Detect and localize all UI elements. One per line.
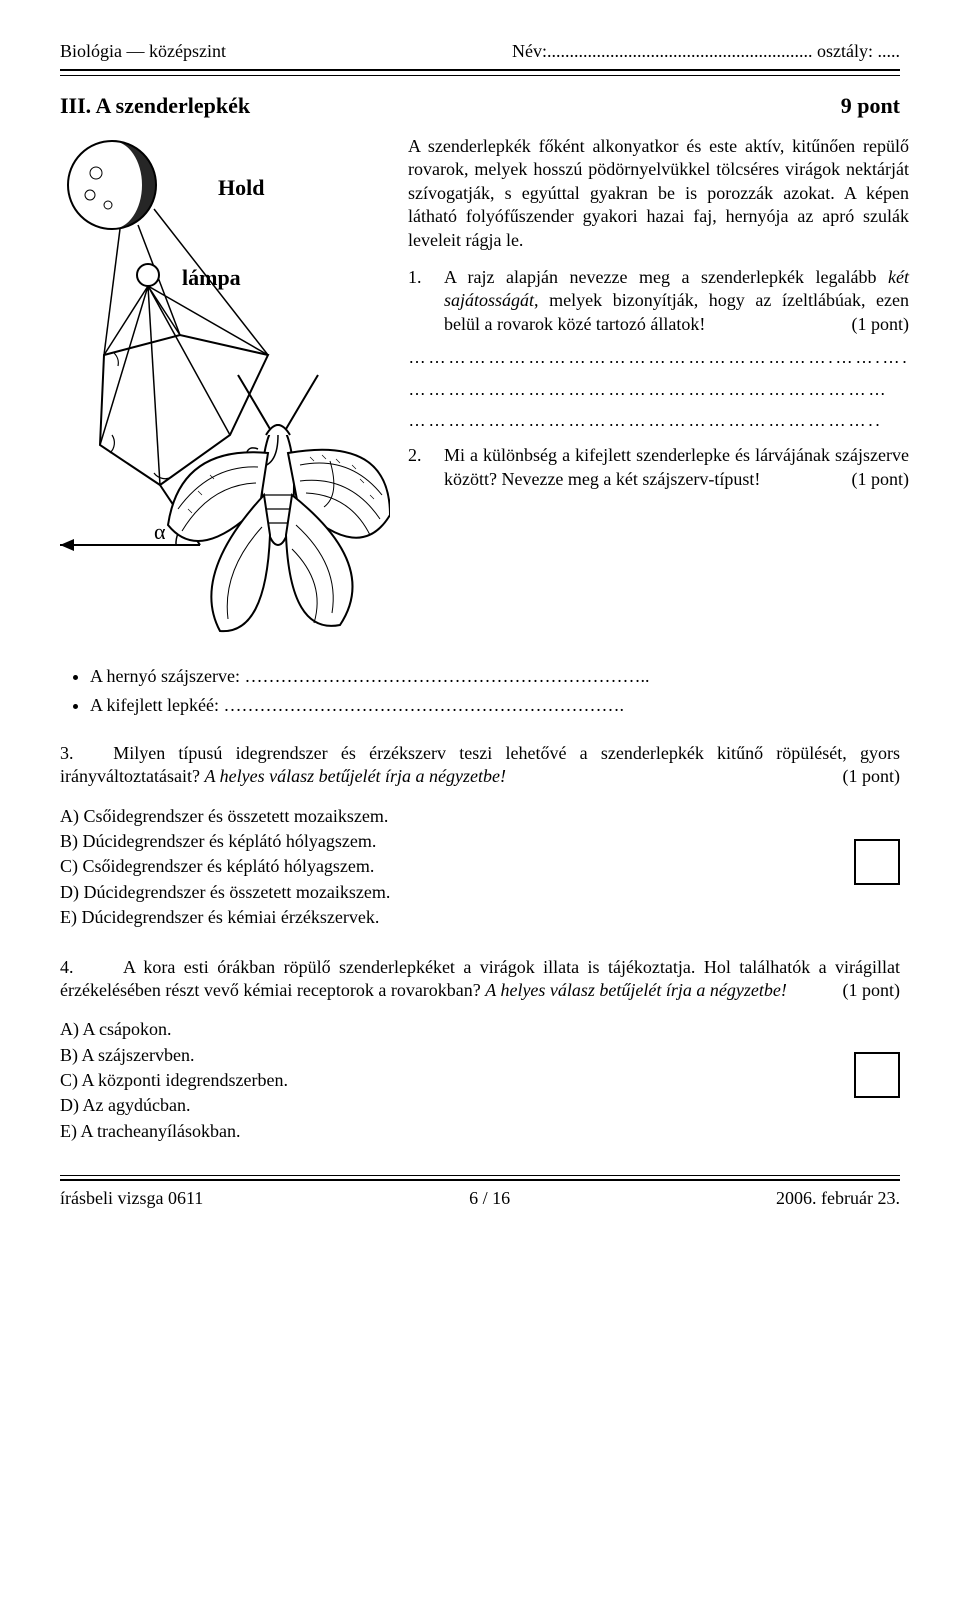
- footer-right: 2006. február 23.: [776, 1187, 900, 1210]
- q2-number: 2.: [408, 444, 444, 491]
- intro-paragraph: A szenderlepkék főként alkonyatkor és es…: [408, 135, 909, 252]
- footer-rule-thick: [60, 1179, 900, 1181]
- q4-opt-c: C) A központi idegrendszerben.: [60, 1069, 824, 1092]
- footer-rule-thin: [60, 1175, 900, 1176]
- q4-number: 4.: [60, 957, 74, 977]
- header-rule-thick: [60, 69, 900, 71]
- moth-diagram: Hold lámpa α: [60, 135, 390, 655]
- q4-opt-e: E) A tracheanyílásokban.: [60, 1120, 824, 1143]
- text-column: A szenderlepkék főként alkonyatkor és es…: [408, 135, 909, 655]
- q4-opt-d: D) Az agydúcban.: [60, 1094, 824, 1117]
- q4-answer-box[interactable]: [854, 1052, 900, 1098]
- q3-options-wrap: A) Csőidegrendszer és összetett mozaiksz…: [60, 799, 900, 932]
- page-footer: írásbeli vizsga 0611 6 / 16 2006. februá…: [60, 1187, 900, 1210]
- question-3: 3. Milyen típusú idegrendszer és érzéksz…: [60, 742, 900, 789]
- q2-points: (1 pont): [852, 468, 910, 491]
- q3-points: (1 pont): [843, 765, 901, 788]
- q3-opt-e: E) Dúcidegrendszer és kémiai érzékszerve…: [60, 906, 824, 929]
- q1-text-a: A rajz alapján nevezze meg a szenderlepk…: [444, 267, 888, 287]
- answer-line-2[interactable]: ………………………………………………………………: [408, 378, 909, 401]
- moth-illustration: [168, 375, 390, 631]
- main-content: Hold lámpa α: [60, 135, 900, 655]
- q1-points: (1 pont): [852, 313, 910, 336]
- question-2: 2. Mi a különbség a kifejlett szenderlep…: [408, 444, 909, 491]
- q4-text-ital: A helyes válasz betűjelét írja a négyzet…: [485, 980, 787, 1000]
- q2-text: Mi a különbség a kifejlett szenderlepke …: [444, 445, 909, 488]
- q3-text-ital: A helyes válasz betűjelét írja a négyzet…: [204, 766, 506, 786]
- name-class-label: Név:....................................…: [512, 40, 900, 63]
- page-header: Biológia — középszint Név:..............…: [60, 40, 900, 63]
- bullet-larva[interactable]: A hernyó szájszerve: ……………………………………………………: [90, 665, 900, 688]
- alpha-label: α: [154, 519, 166, 544]
- section-points: 9 pont: [841, 92, 900, 121]
- q4-options: A) A csápokon. B) A szájszervben. C) A k…: [60, 1018, 824, 1145]
- q3-opt-d: D) Dúcidegrendszer és összetett mozaiksz…: [60, 881, 824, 904]
- answer-line-3[interactable]: ……………………………………………………………..: [408, 409, 909, 432]
- q3-opt-a: A) Csőidegrendszer és összetett mozaiksz…: [60, 805, 824, 828]
- q4-options-wrap: A) A csápokon. B) A szájszervben. C) A k…: [60, 1012, 900, 1145]
- q3-options: A) Csőidegrendszer és összetett mozaiksz…: [60, 805, 824, 932]
- q4-points: (1 pont): [843, 979, 901, 1002]
- question-1: 1. A rajz alapján nevezze meg a szenderl…: [408, 266, 909, 336]
- q2-bullets: A hernyó szájszerve: ……………………………………………………: [90, 665, 900, 718]
- answer-line-1[interactable]: ……………………………………………………….…….….: [408, 346, 909, 369]
- section-title: III. A szenderlepkék: [60, 92, 250, 121]
- q3-number: 3.: [60, 743, 74, 763]
- moon-label: Hold: [218, 175, 264, 200]
- q3-opt-c: C) Csőidegrendszer és képlátó hólyagszem…: [60, 855, 824, 878]
- footer-left: írásbeli vizsga 0611: [60, 1187, 203, 1210]
- figure-column: Hold lámpa α: [60, 135, 390, 655]
- subject-label: Biológia — középszint: [60, 40, 226, 63]
- q4-opt-a: A) A csápokon.: [60, 1018, 824, 1041]
- header-rule-thin: [60, 75, 900, 76]
- question-4: 4. A kora esti órákban röpülő szenderlep…: [60, 956, 900, 1003]
- section-title-row: III. A szenderlepkék 9 pont: [60, 92, 900, 121]
- footer-center: 6 / 16: [469, 1187, 510, 1210]
- q3-opt-b: B) Dúcidegrendszer és képlátó hólyagszem…: [60, 830, 824, 853]
- q1-number: 1.: [408, 266, 444, 336]
- q3-answer-box[interactable]: [854, 839, 900, 885]
- bullet-adult[interactable]: A kifejlett lepkéé: ………………………………………………………: [90, 694, 900, 717]
- q4-opt-b: B) A szájszervben.: [60, 1044, 824, 1067]
- lamp-label: lámpa: [182, 265, 241, 290]
